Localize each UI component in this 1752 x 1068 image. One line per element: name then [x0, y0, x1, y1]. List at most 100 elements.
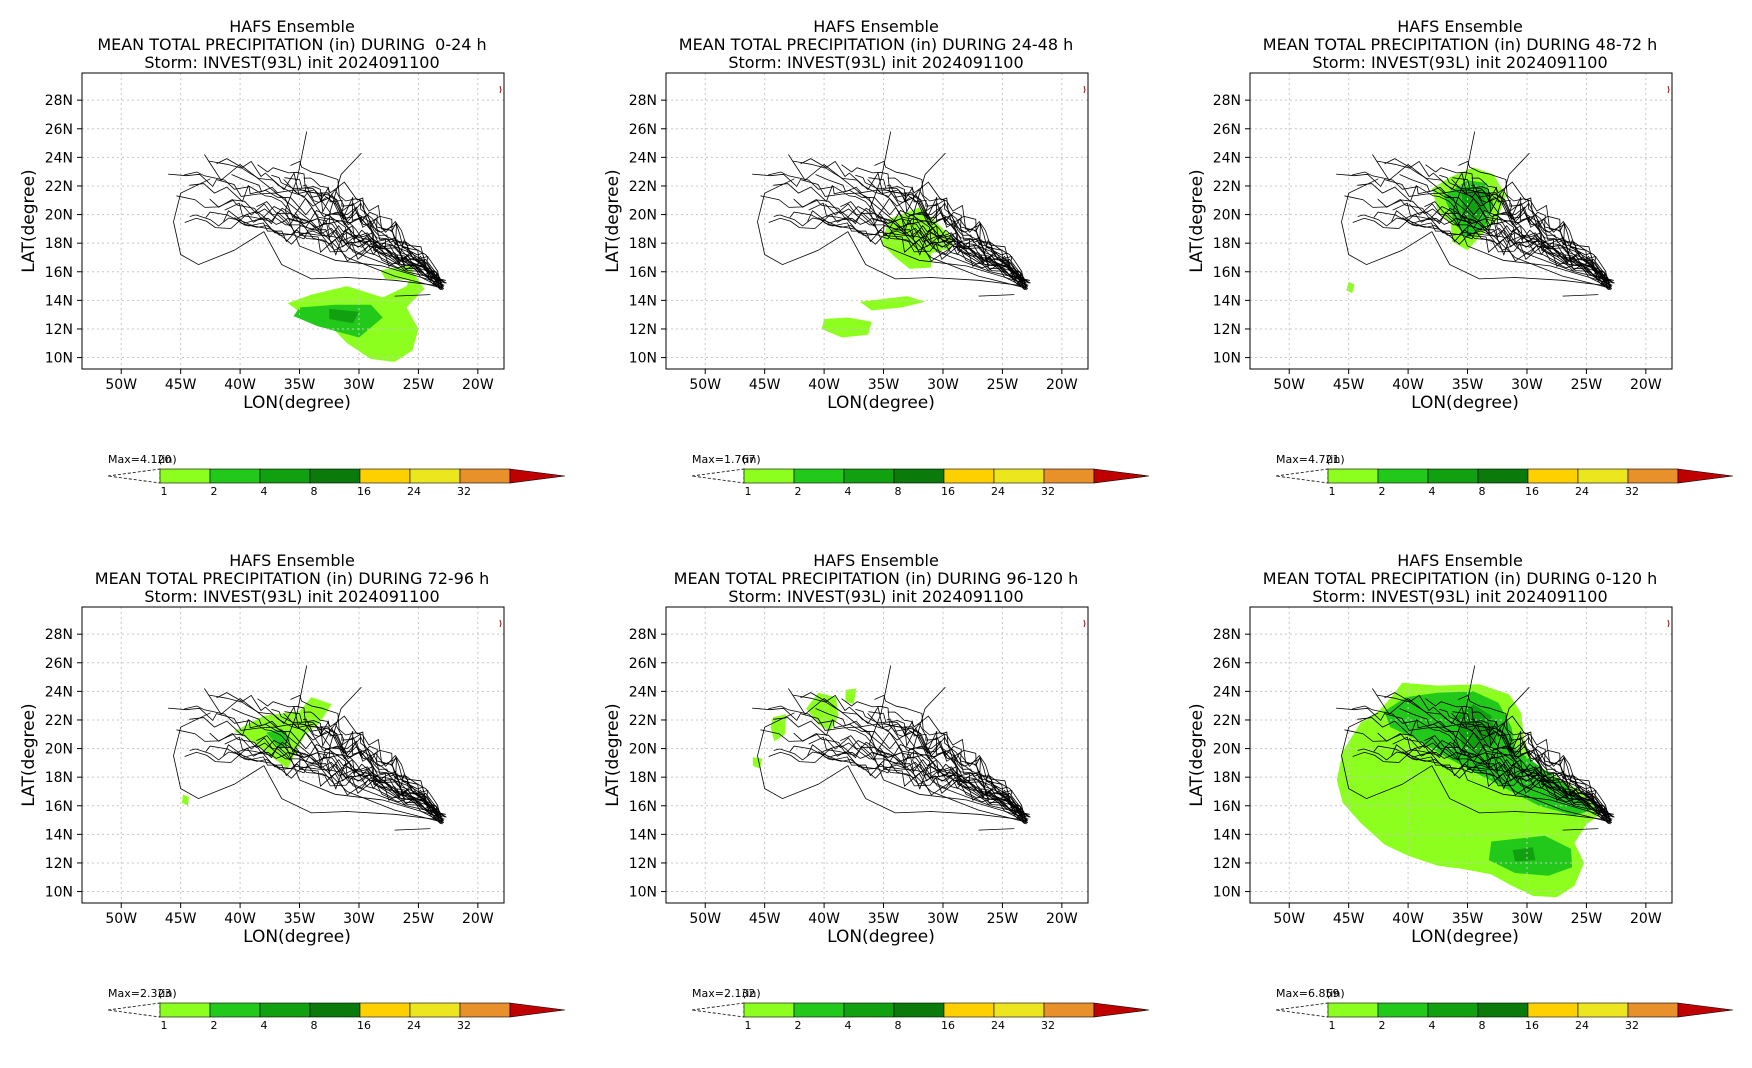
x-axis-label: LON(degree) — [827, 927, 935, 947]
y-tick-label: 14N — [45, 293, 73, 309]
precip-region — [329, 308, 359, 324]
y-tick-label: 28N — [45, 93, 73, 109]
colorbar-swatch — [1043, 468, 1095, 484]
units-label: (in) — [1326, 453, 1345, 466]
colorbar: Max=2.132(in)1 2 4 8 16 24 32 — [691, 987, 1150, 1032]
colorbar-swatch — [993, 1002, 1045, 1018]
precip-panel: 50W 45W 40W 35W 30W 25W 20W 28N 26N 24N 22N 20N 18N 1… — [0, 0, 584, 534]
y-tick-label: 18N — [1213, 236, 1241, 252]
colorbar-swatch — [1627, 468, 1679, 484]
y-tick-label: 26N — [629, 122, 657, 138]
track-line — [874, 160, 1027, 290]
track-line — [283, 179, 445, 287]
x-tick-label: 50W — [689, 911, 721, 927]
track-line — [807, 210, 1022, 284]
title-line-2: MEAN TOTAL PRECIPITATION (in) DURING 0-2… — [97, 35, 487, 54]
max-value: Max=4.120 — [108, 453, 171, 466]
colorbar-swatch — [159, 1002, 211, 1018]
x-axis-label: LON(degree) — [827, 393, 935, 413]
map-plot: 50W 45W 40W 35W 30W 25W 20W 28N 26N 24N 22N 20N 18N 1… — [1187, 72, 1734, 498]
x-tick-label: 35W — [868, 377, 900, 393]
colorbar-swatch — [1427, 468, 1479, 484]
track-line — [1471, 184, 1608, 286]
y-tick-label: 26N — [45, 656, 73, 672]
track-line — [1392, 736, 1609, 825]
colorbar-level-label: 2 — [1379, 485, 1386, 498]
precip-panel: 50W 45W 40W 35W 30W 25W 20W 28N 26N 24N 22N 20N 18N 1… — [1168, 0, 1752, 534]
colorbar-swatch — [209, 468, 261, 484]
track-line — [1451, 179, 1613, 287]
max-value: Max=2.132 — [692, 987, 755, 1000]
y-tick-label: 14N — [1213, 827, 1241, 843]
map-plot: 50W 45W 40W 35W 30W 25W 20W 28N 26N 24N 22N 20N 18N 1… — [1187, 606, 1734, 1032]
title-line-3: Storm: INVEST(93L) init 2024091100 — [1312, 53, 1608, 72]
precip-region — [752, 757, 763, 769]
track-line — [394, 828, 431, 831]
max-value: Max=6.859 — [1276, 987, 1339, 1000]
y-axis-label: LAT(degree) — [1187, 703, 1207, 806]
track-line — [205, 745, 447, 818]
x-tick-label: 30W — [343, 377, 375, 393]
y-tick-label: 20N — [629, 742, 657, 758]
map-plot: 50W 45W 40W 35W 30W 25W 20W 28N 26N 24N 22N 20N 18N 1… — [19, 606, 566, 1032]
colorbar-level-label: 4 — [845, 485, 852, 498]
precip-region — [293, 304, 383, 338]
x-tick-label: 25W — [1571, 911, 1603, 927]
track-line — [757, 178, 1027, 287]
track-line — [789, 745, 1031, 818]
track-line — [284, 665, 437, 817]
y-tick-label: 24N — [1213, 684, 1241, 700]
track-line — [1402, 751, 1611, 823]
track-line — [1391, 210, 1606, 284]
x-tick-label: 50W — [105, 377, 137, 393]
colorbar-swatch — [843, 468, 895, 484]
title-line-2: MEAN TOTAL PRECIPITATION (in) DURING 24-… — [678, 35, 1074, 54]
y-tick-label: 14N — [629, 827, 657, 843]
colorbar-over-arrow — [1677, 468, 1734, 484]
y-tick-label: 20N — [1213, 208, 1241, 224]
track-line — [224, 202, 441, 291]
track-line — [773, 214, 1028, 291]
y-axis-label: LAT(degree) — [603, 169, 623, 272]
colorbar-level-label: 8 — [311, 485, 318, 498]
colorbar-swatch — [459, 1002, 511, 1018]
colorbar-level-label: 24 — [991, 485, 1005, 498]
units-label: (in) — [742, 987, 761, 1000]
track-line — [1402, 217, 1611, 289]
x-tick-label: 30W — [1511, 377, 1543, 393]
precip-panel: 50W 45W 40W 35W 30W 25W 20W 28N 26N 24N 22N 20N 18N 1… — [0, 534, 584, 1068]
coastline-fleck — [1667, 85, 1670, 94]
title-line-3: Storm: INVEST(93L) init 2024091100 — [728, 587, 1024, 606]
track-line — [788, 688, 1024, 822]
x-tick-label: 20W — [1046, 911, 1078, 927]
track-line — [223, 210, 438, 284]
track-line — [757, 712, 1027, 821]
y-tick-label: 26N — [45, 122, 73, 138]
track-line — [1377, 160, 1613, 284]
x-tick-label: 45W — [165, 377, 197, 393]
precip-panel: 50W 45W 40W 35W 30W 25W 20W 28N 26N 24N 22N 20N 18N 1… — [584, 0, 1168, 534]
colorbar-swatch — [993, 468, 1045, 484]
panel-title: HAFS Ensemble MEAN TOTAL PRECIPITATION (i… — [584, 552, 1168, 606]
colorbar-level-label: 4 — [261, 1019, 268, 1032]
y-tick-label: 20N — [45, 208, 73, 224]
colorbar-swatch — [359, 1002, 411, 1018]
colorbar-level-label: 24 — [1575, 1019, 1589, 1032]
x-tick-label: 35W — [284, 377, 316, 393]
y-tick-label: 26N — [1213, 656, 1241, 672]
colorbar-level-label: 1 — [1329, 1019, 1336, 1032]
x-tick-label: 40W — [224, 377, 256, 393]
colorbar-swatch — [1043, 1002, 1095, 1018]
x-tick-label: 30W — [927, 911, 959, 927]
grid — [82, 73, 504, 369]
colorbar-level-label: 4 — [1429, 485, 1436, 498]
y-tick-label: 26N — [1213, 122, 1241, 138]
colorbar-level-label: 24 — [991, 1019, 1005, 1032]
coastline-fleck — [499, 85, 502, 94]
track-line — [234, 751, 443, 823]
colorbar-level-label: 8 — [895, 1019, 902, 1032]
colorbar-level-label: 16 — [1525, 1019, 1539, 1032]
y-axis-label: LAT(degree) — [603, 703, 623, 806]
y-tick-label: 20N — [629, 208, 657, 224]
panel-title: HAFS Ensemble MEAN TOTAL PRECIPITATION (i… — [1168, 552, 1752, 606]
